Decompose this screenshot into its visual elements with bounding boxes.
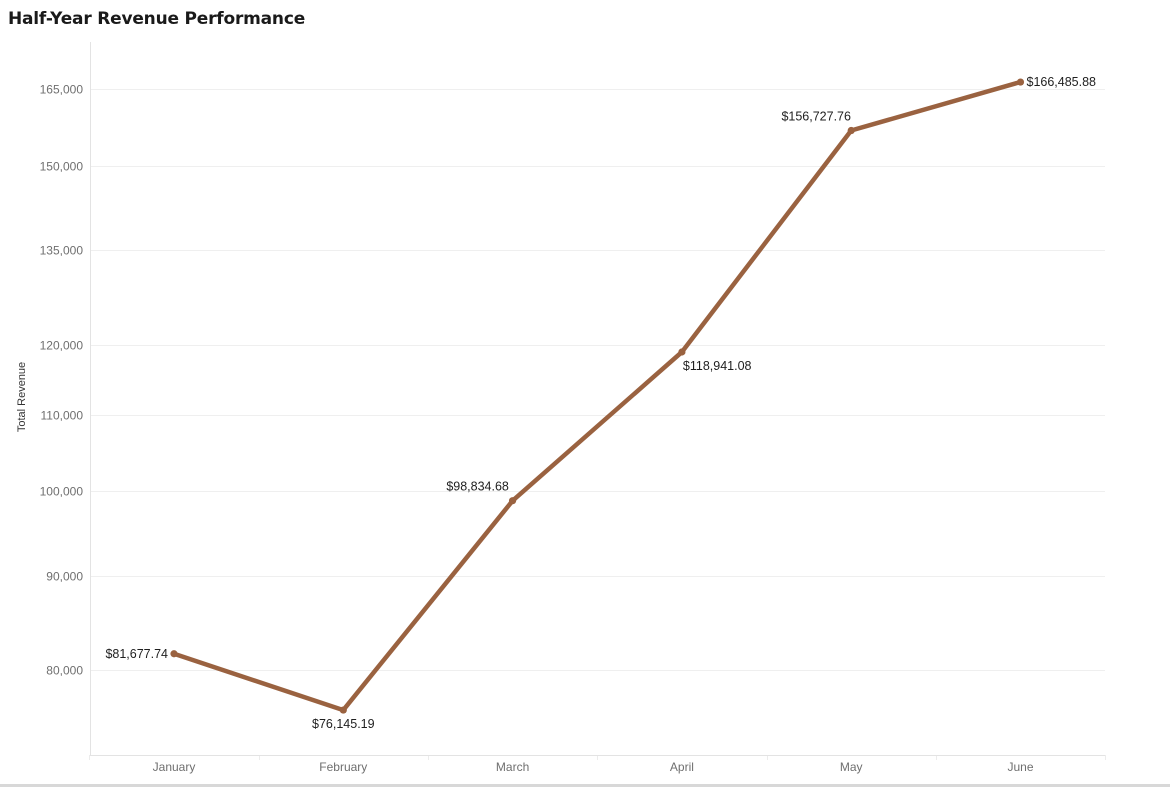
data-point	[678, 348, 686, 356]
data-point	[339, 706, 347, 714]
x-tick-labels: January February March April May June	[153, 760, 1034, 774]
y-tick-label: 150,000	[40, 160, 84, 174]
x-tick-label: February	[319, 760, 367, 774]
data-label: $118,941.08	[683, 359, 752, 373]
chart-title: Half-Year Revenue Performance	[8, 9, 306, 29]
x-tick-label: May	[840, 760, 863, 774]
x-tick-label: March	[496, 760, 529, 774]
data-point	[170, 650, 178, 658]
y-tick-label: 110,000	[41, 409, 84, 423]
data-label: $76,145.19	[312, 717, 375, 731]
y-axis-label: Total Revenue	[16, 362, 28, 432]
data-point	[508, 497, 517, 505]
bottom-divider	[0, 784, 1170, 787]
data-point	[1016, 78, 1025, 86]
y-tick-label: 100,000	[40, 485, 84, 499]
data-label: $156,727.76	[781, 110, 851, 124]
x-tick-label: January	[153, 760, 196, 774]
x-tick-label: June	[1007, 760, 1033, 774]
y-tick-label: 90,000	[46, 570, 83, 584]
data-labels: $81,677.74 $76,145.19 $98,834.68 $118,941.0…	[105, 75, 1096, 731]
y-tick-label: 165,000	[40, 83, 84, 97]
y-tick-label: 135,000	[40, 244, 84, 258]
data-label: $166,485.88	[1027, 75, 1097, 89]
y-tick-label: 80,000	[46, 664, 83, 678]
gridlines	[89, 89, 1106, 760]
series-line	[171, 79, 1023, 713]
data-label: $81,677.74	[105, 647, 168, 661]
x-tick-label: April	[670, 760, 694, 774]
axes	[90, 42, 1105, 756]
data-label: $98,834.68	[446, 480, 509, 494]
data-point	[847, 126, 855, 135]
series	[170, 78, 1025, 714]
y-tick-labels: 80,000 90,000 100,000 110,000 120,000 135,000…	[40, 83, 84, 678]
y-tick-label: 120,000	[40, 339, 84, 353]
